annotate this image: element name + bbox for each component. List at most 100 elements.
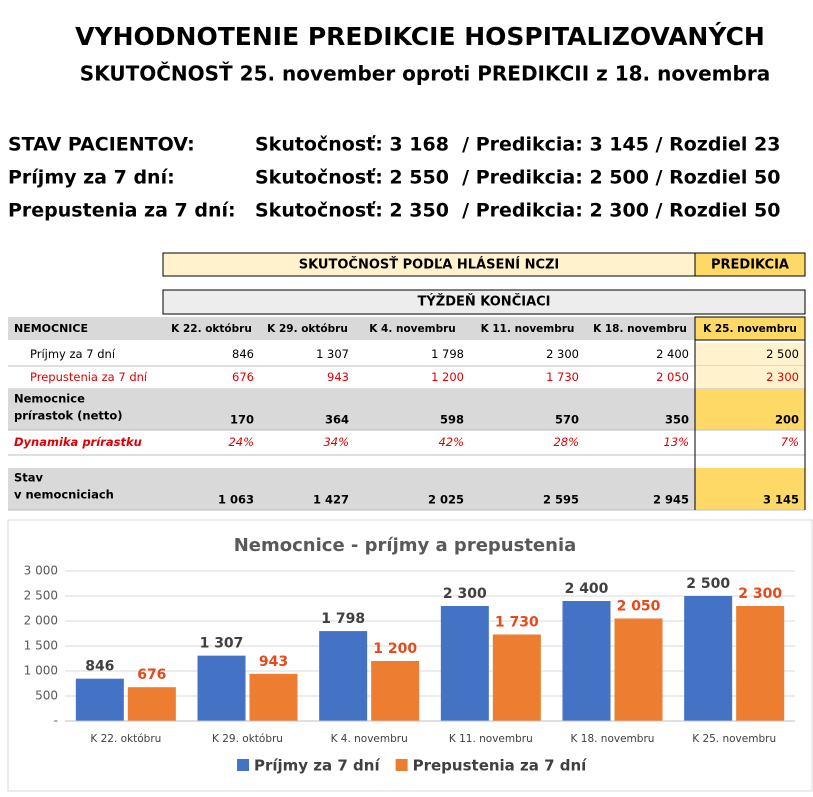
- summary-label: STAV PACIENTOV:: [8, 134, 195, 156]
- table-cell: 28%: [553, 435, 579, 449]
- y-tick-label: -: [54, 714, 58, 728]
- y-tick-label: 500: [35, 689, 58, 703]
- column-header: K 4. novembru: [369, 323, 456, 335]
- table-cell: 3 145: [763, 493, 799, 507]
- data-label: 2 300: [443, 586, 487, 602]
- row-label: Prepustenia za 7 dní: [30, 370, 148, 384]
- x-tick-label: K 18. novembru: [571, 733, 655, 745]
- bar: [197, 655, 246, 721]
- subtitle: SKUTOČNOSŤ 25. november oproti PREDIKCII…: [80, 62, 770, 86]
- pred-cell-bg: [695, 366, 805, 389]
- column-header: K 11. novembru: [481, 323, 575, 335]
- chart-frame: [7, 519, 813, 792]
- row-bg: [8, 389, 695, 430]
- table-cell: 7%: [781, 435, 799, 449]
- title: VYHODNOTENIE PREDIKCIE HOSPITALIZOVANÝCH: [75, 21, 765, 51]
- pred-cell-bg: [695, 343, 805, 366]
- table-cell: 2 300: [546, 347, 579, 361]
- pred-cell-bg: [695, 389, 805, 430]
- prediction-header: PREDIKCIA: [711, 258, 789, 273]
- y-tick-label: 1 500: [24, 639, 58, 653]
- summary-text: Skutočnosť: 2 350 / Predikcia: 2 300 / R…: [255, 200, 780, 222]
- column-header: K 22. októbru: [171, 323, 252, 335]
- y-tick-label: 2 000: [24, 614, 58, 628]
- x-tick-label: K 22. októbru: [90, 733, 161, 745]
- bar: [440, 606, 489, 721]
- column-header: K 25. novembru: [703, 323, 797, 335]
- column-header: K 18. novembru: [593, 323, 687, 335]
- row-label: Dynamika prírastku: [14, 435, 142, 449]
- data-label: 676: [137, 667, 166, 683]
- summary-text: Skutočnosť: 3 168 / Predikcia: 3 145 / R…: [255, 134, 780, 156]
- row-label: v nemocniciach: [14, 488, 114, 502]
- legend-swatch: [395, 759, 408, 771]
- prediction-header-cell: [694, 252, 806, 277]
- y-tick-label: 3 000: [24, 564, 58, 578]
- bar: [319, 631, 368, 721]
- table-cell: 1 427: [313, 493, 349, 507]
- table-cell: 2 050: [656, 370, 689, 384]
- bar: [562, 601, 611, 721]
- table-cell: 42%: [438, 435, 464, 449]
- table-cell: 350: [665, 413, 689, 427]
- table-cell: 170: [230, 413, 254, 427]
- bar: [75, 678, 124, 721]
- chart-title: Nemocnice - príjmy a prepustenia: [234, 535, 577, 556]
- x-tick-label: K 11. novembru: [449, 733, 533, 745]
- data-label: 1 200: [373, 641, 417, 657]
- row-label: Nemocnice: [14, 392, 85, 406]
- data-label: 1 730: [495, 615, 539, 631]
- x-tick-label: K 4. novembru: [331, 733, 408, 745]
- table-cell: 570: [555, 413, 579, 427]
- row-label: Stav: [14, 471, 44, 485]
- x-tick-label: K 29. októbru: [212, 733, 283, 745]
- legend-label: Prepustenia za 7 dní: [413, 757, 588, 775]
- table-cell: 2 400: [656, 347, 689, 361]
- table-cell: 943: [327, 370, 349, 384]
- row-label: Príjmy za 7 dní: [30, 347, 116, 361]
- data-label: 2 500: [686, 576, 730, 592]
- table-cell: 676: [232, 370, 254, 384]
- bar: [614, 618, 663, 721]
- summary-label: Príjmy za 7 dní:: [8, 167, 175, 189]
- row-bg: [8, 468, 695, 510]
- summary-text: Skutočnosť: 2 550 / Predikcia: 2 500 / R…: [255, 167, 780, 189]
- bar: [371, 661, 420, 721]
- column-header: NEMOCNICE: [14, 322, 88, 335]
- bar: [684, 596, 733, 721]
- bar: [249, 673, 298, 721]
- bar: [127, 687, 176, 721]
- legend-swatch: [237, 759, 249, 771]
- table-cell: 598: [440, 413, 464, 427]
- table-cell: 1 730: [546, 370, 579, 384]
- table-cell: 1 307: [316, 347, 349, 361]
- group-header: SKUTOČNOSŤ PODĽA HLÁSENÍ NCZI: [299, 257, 560, 273]
- y-tick-label: 2 500: [24, 589, 58, 603]
- bar: [492, 634, 541, 721]
- summary-label: Prepustenia za 7 dní:: [8, 200, 236, 222]
- bar: [736, 606, 785, 721]
- table-cell: 364: [325, 413, 349, 427]
- data-label: 943: [259, 654, 288, 670]
- table-cell: 34%: [323, 435, 349, 449]
- data-label: 1 307: [200, 636, 244, 652]
- data-label: 2 400: [565, 581, 609, 597]
- data-label: 1 798: [321, 611, 365, 627]
- y-tick-label: 1 000: [24, 664, 58, 678]
- table-cell: 1 200: [431, 370, 464, 384]
- table-cell: 1 063: [218, 493, 254, 507]
- column-header-row: [8, 317, 695, 340]
- column-header: K 29. októbru: [267, 323, 348, 335]
- table-cell: 846: [232, 347, 254, 361]
- row-label: prírastok (netto): [14, 409, 123, 423]
- table-cell: 2 300: [766, 370, 799, 384]
- data-label: 2 050: [617, 599, 661, 615]
- table-cell: 1 798: [431, 347, 464, 361]
- table-cell: 2 025: [428, 493, 464, 507]
- table-cell: 2 500: [766, 347, 799, 361]
- week-header: TÝŽDEŇ KONČIACI: [417, 294, 550, 310]
- x-tick-label: K 25. novembru: [692, 733, 776, 745]
- data-label: 2 300: [738, 586, 782, 602]
- table-cell: 2 595: [543, 493, 579, 507]
